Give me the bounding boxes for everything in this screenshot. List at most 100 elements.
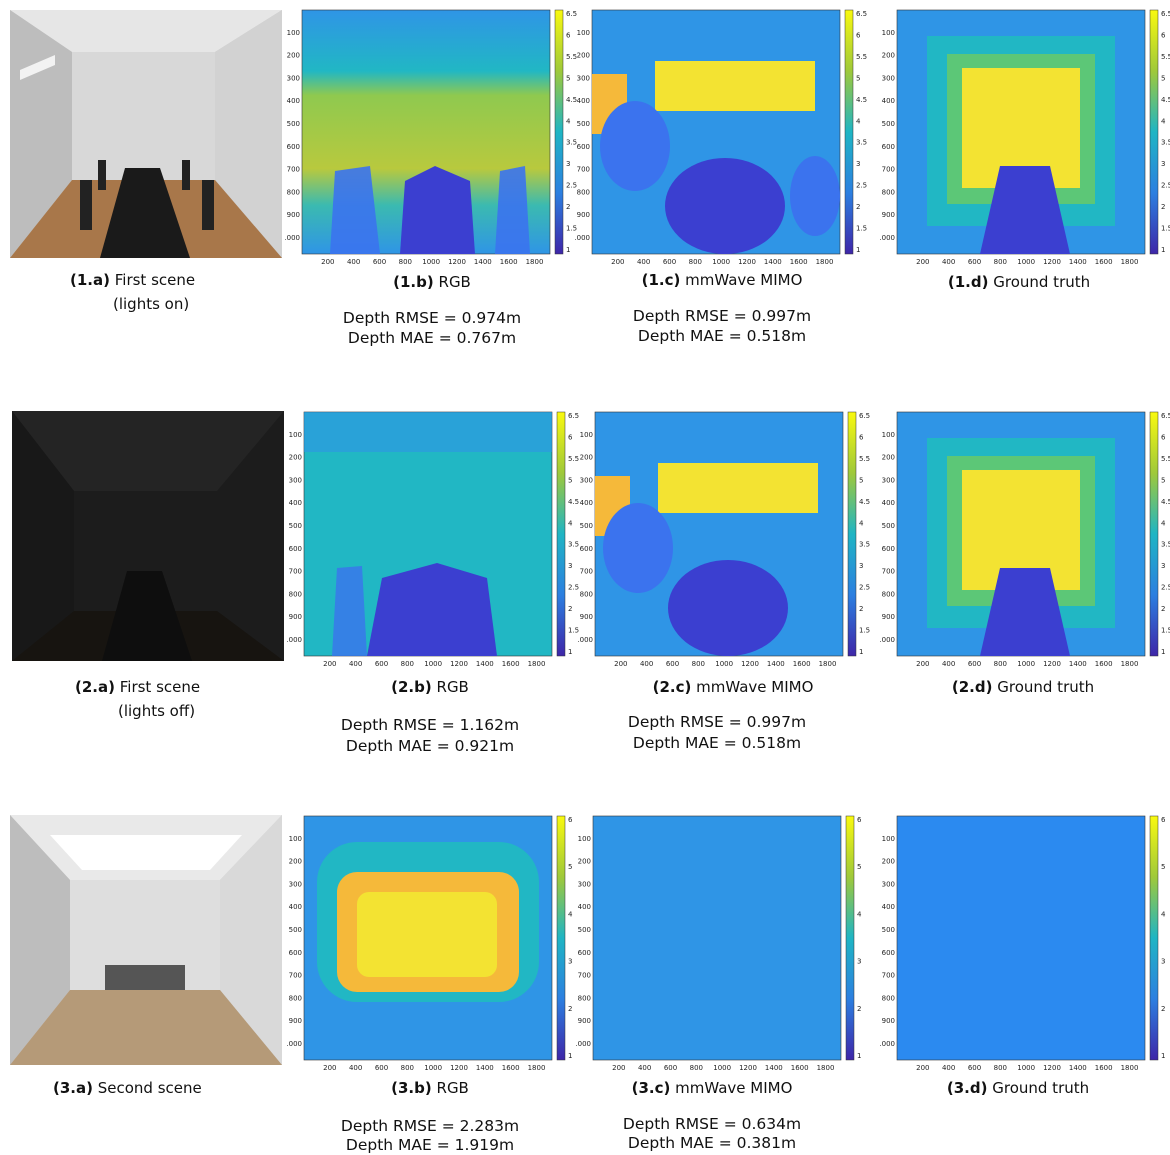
colorbar-label: 2: [857, 1005, 861, 1013]
colorbar-label: 1: [566, 246, 570, 254]
y-tick-label: 900: [287, 211, 300, 219]
y-tick-label: 1000: [880, 1040, 895, 1048]
x-tick-label: 600: [664, 1064, 677, 1072]
colorbar-label: 4.5: [568, 498, 579, 506]
y-tick-label: 100: [580, 431, 593, 439]
x-tick-label: 600: [375, 1064, 388, 1072]
colorbar-label: 1.5: [566, 225, 577, 233]
x-tick-label: 1200: [739, 1064, 757, 1072]
x-tick-label: 600: [968, 660, 981, 668]
colorbar-label: 3: [1161, 562, 1165, 570]
x-tick-label: 1800: [528, 1064, 546, 1072]
y-tick-label: 400: [882, 499, 895, 507]
x-tick-label: 600: [375, 660, 388, 668]
y-tick-label: 300: [578, 880, 591, 888]
x-tick-label: 1800: [819, 660, 837, 668]
depth-map-mimo-3: 100 200 300 400 500 600 700 800 900 1000 200 400 600…: [576, 812, 876, 1074]
caption-tag: (1.c): [641, 271, 681, 289]
y-tick-label: 1000: [578, 636, 593, 644]
y-tick-label: 600: [882, 545, 895, 553]
x-tick-label: 1600: [500, 258, 518, 266]
x-tick-label: 1000: [715, 660, 733, 668]
colorbar-label: 1: [859, 648, 863, 656]
caption-text: Ground truth: [993, 273, 1091, 291]
caption-3d: (3.d) Ground truth: [947, 1079, 1089, 1097]
caption-text: RGB: [436, 1079, 469, 1097]
x-tick-label: 1000: [424, 1064, 442, 1072]
colorbar-label: 6.5: [859, 412, 870, 420]
y-tick-label: 500: [578, 926, 591, 934]
x-tick-label: 600: [666, 660, 679, 668]
colorbar-label: 3: [856, 160, 860, 168]
y-tick-label: 600: [578, 949, 591, 957]
colorbar-label: 4: [1161, 117, 1166, 125]
colorbar-label: 1: [568, 648, 572, 656]
x-tick-label: 1400: [1069, 660, 1087, 668]
colorbar-label: 6: [1161, 433, 1166, 441]
caption-text: mmWave MIMO: [685, 271, 803, 289]
x-tick-label: 1400: [476, 1064, 494, 1072]
colorbar-label: 3: [859, 562, 863, 570]
y-tick-label: 700: [882, 166, 895, 174]
colorbar-label: 3: [568, 958, 572, 966]
y-tick-label: 300: [289, 476, 302, 484]
colorbar-label: 1.5: [1161, 225, 1170, 233]
x-tick-label: 600: [663, 258, 676, 266]
colorbar-label: 2: [856, 203, 860, 211]
caption-1d: (1.d) Ground truth: [948, 273, 1090, 291]
x-tick-label: 1200: [1043, 660, 1061, 668]
depth-map-gt-1: 100 200 300 400 500 600 700 800 900 1000 200 400 600…: [880, 6, 1170, 268]
x-tick-label: 1600: [502, 1064, 520, 1072]
x-tick-label: 400: [942, 660, 955, 668]
y-tick-label: 100: [882, 835, 895, 843]
x-tick-label: 1600: [791, 1064, 809, 1072]
x-tick-label: 1200: [1043, 258, 1061, 266]
colorbar-label: 2.5: [856, 182, 867, 190]
colorbar-label: 4: [568, 910, 573, 918]
colorbar-label: 2: [859, 605, 863, 613]
y-tick-label: 1000: [576, 1040, 591, 1048]
colorbar-label: 5.5: [566, 53, 577, 61]
y-tick-label: 200: [882, 454, 895, 462]
x-tick-label: 400: [638, 1064, 651, 1072]
y-tick-label: 400: [289, 903, 302, 911]
colorbar-label: 6.5: [1161, 10, 1170, 18]
caption-2b: (2.b) RGB: [391, 678, 469, 696]
rmse-3c: Depth RMSE = 0.634m: [622, 1115, 802, 1133]
y-tick-label: 500: [882, 522, 895, 530]
mae-3b: Depth MAE = 1.919m: [345, 1136, 515, 1154]
y-tick-label: 200: [289, 858, 302, 866]
x-tick-label: 800: [994, 1064, 1007, 1072]
y-tick-label: 500: [882, 926, 895, 934]
x-tick-label: 1600: [790, 258, 808, 266]
y-tick-label: 800: [882, 188, 895, 196]
mae-3c: Depth MAE = 0.381m: [627, 1134, 797, 1152]
y-tick-label: 500: [882, 120, 895, 128]
y-tick-label: 400: [578, 903, 591, 911]
caption-text: First scene: [114, 271, 196, 289]
colorbar-label: 3: [857, 958, 861, 966]
x-tick-label: 1800: [816, 258, 834, 266]
x-tick-label: 1200: [450, 1064, 468, 1072]
y-tick-label: 400: [287, 97, 300, 105]
y-tick-label: 700: [289, 972, 302, 980]
x-tick-label: 1800: [1121, 660, 1139, 668]
colorbar-label: 3: [566, 160, 570, 168]
x-tick-label: 1200: [738, 258, 756, 266]
x-tick-label: 600: [968, 258, 981, 266]
caption-text: mmWave MIMO: [696, 678, 814, 696]
colorbar-label: 3.5: [568, 541, 579, 549]
x-tick-label: 400: [637, 258, 650, 266]
caption-tag: (2.b): [391, 678, 432, 696]
caption-2d: (2.d) Ground truth: [952, 678, 1094, 696]
y-tick-label: 100: [289, 835, 302, 843]
y-tick-label: 700: [578, 972, 591, 980]
x-tick-label: 800: [399, 258, 412, 266]
y-tick-label: 1000: [880, 636, 895, 644]
x-tick-label: 400: [942, 1064, 955, 1072]
x-tick-label: 1400: [474, 258, 492, 266]
colorbar-label: 2.5: [568, 584, 579, 592]
x-tick-label: 1000: [712, 258, 730, 266]
y-tick-label: 600: [580, 545, 593, 553]
colorbar-label: 1: [857, 1052, 861, 1060]
